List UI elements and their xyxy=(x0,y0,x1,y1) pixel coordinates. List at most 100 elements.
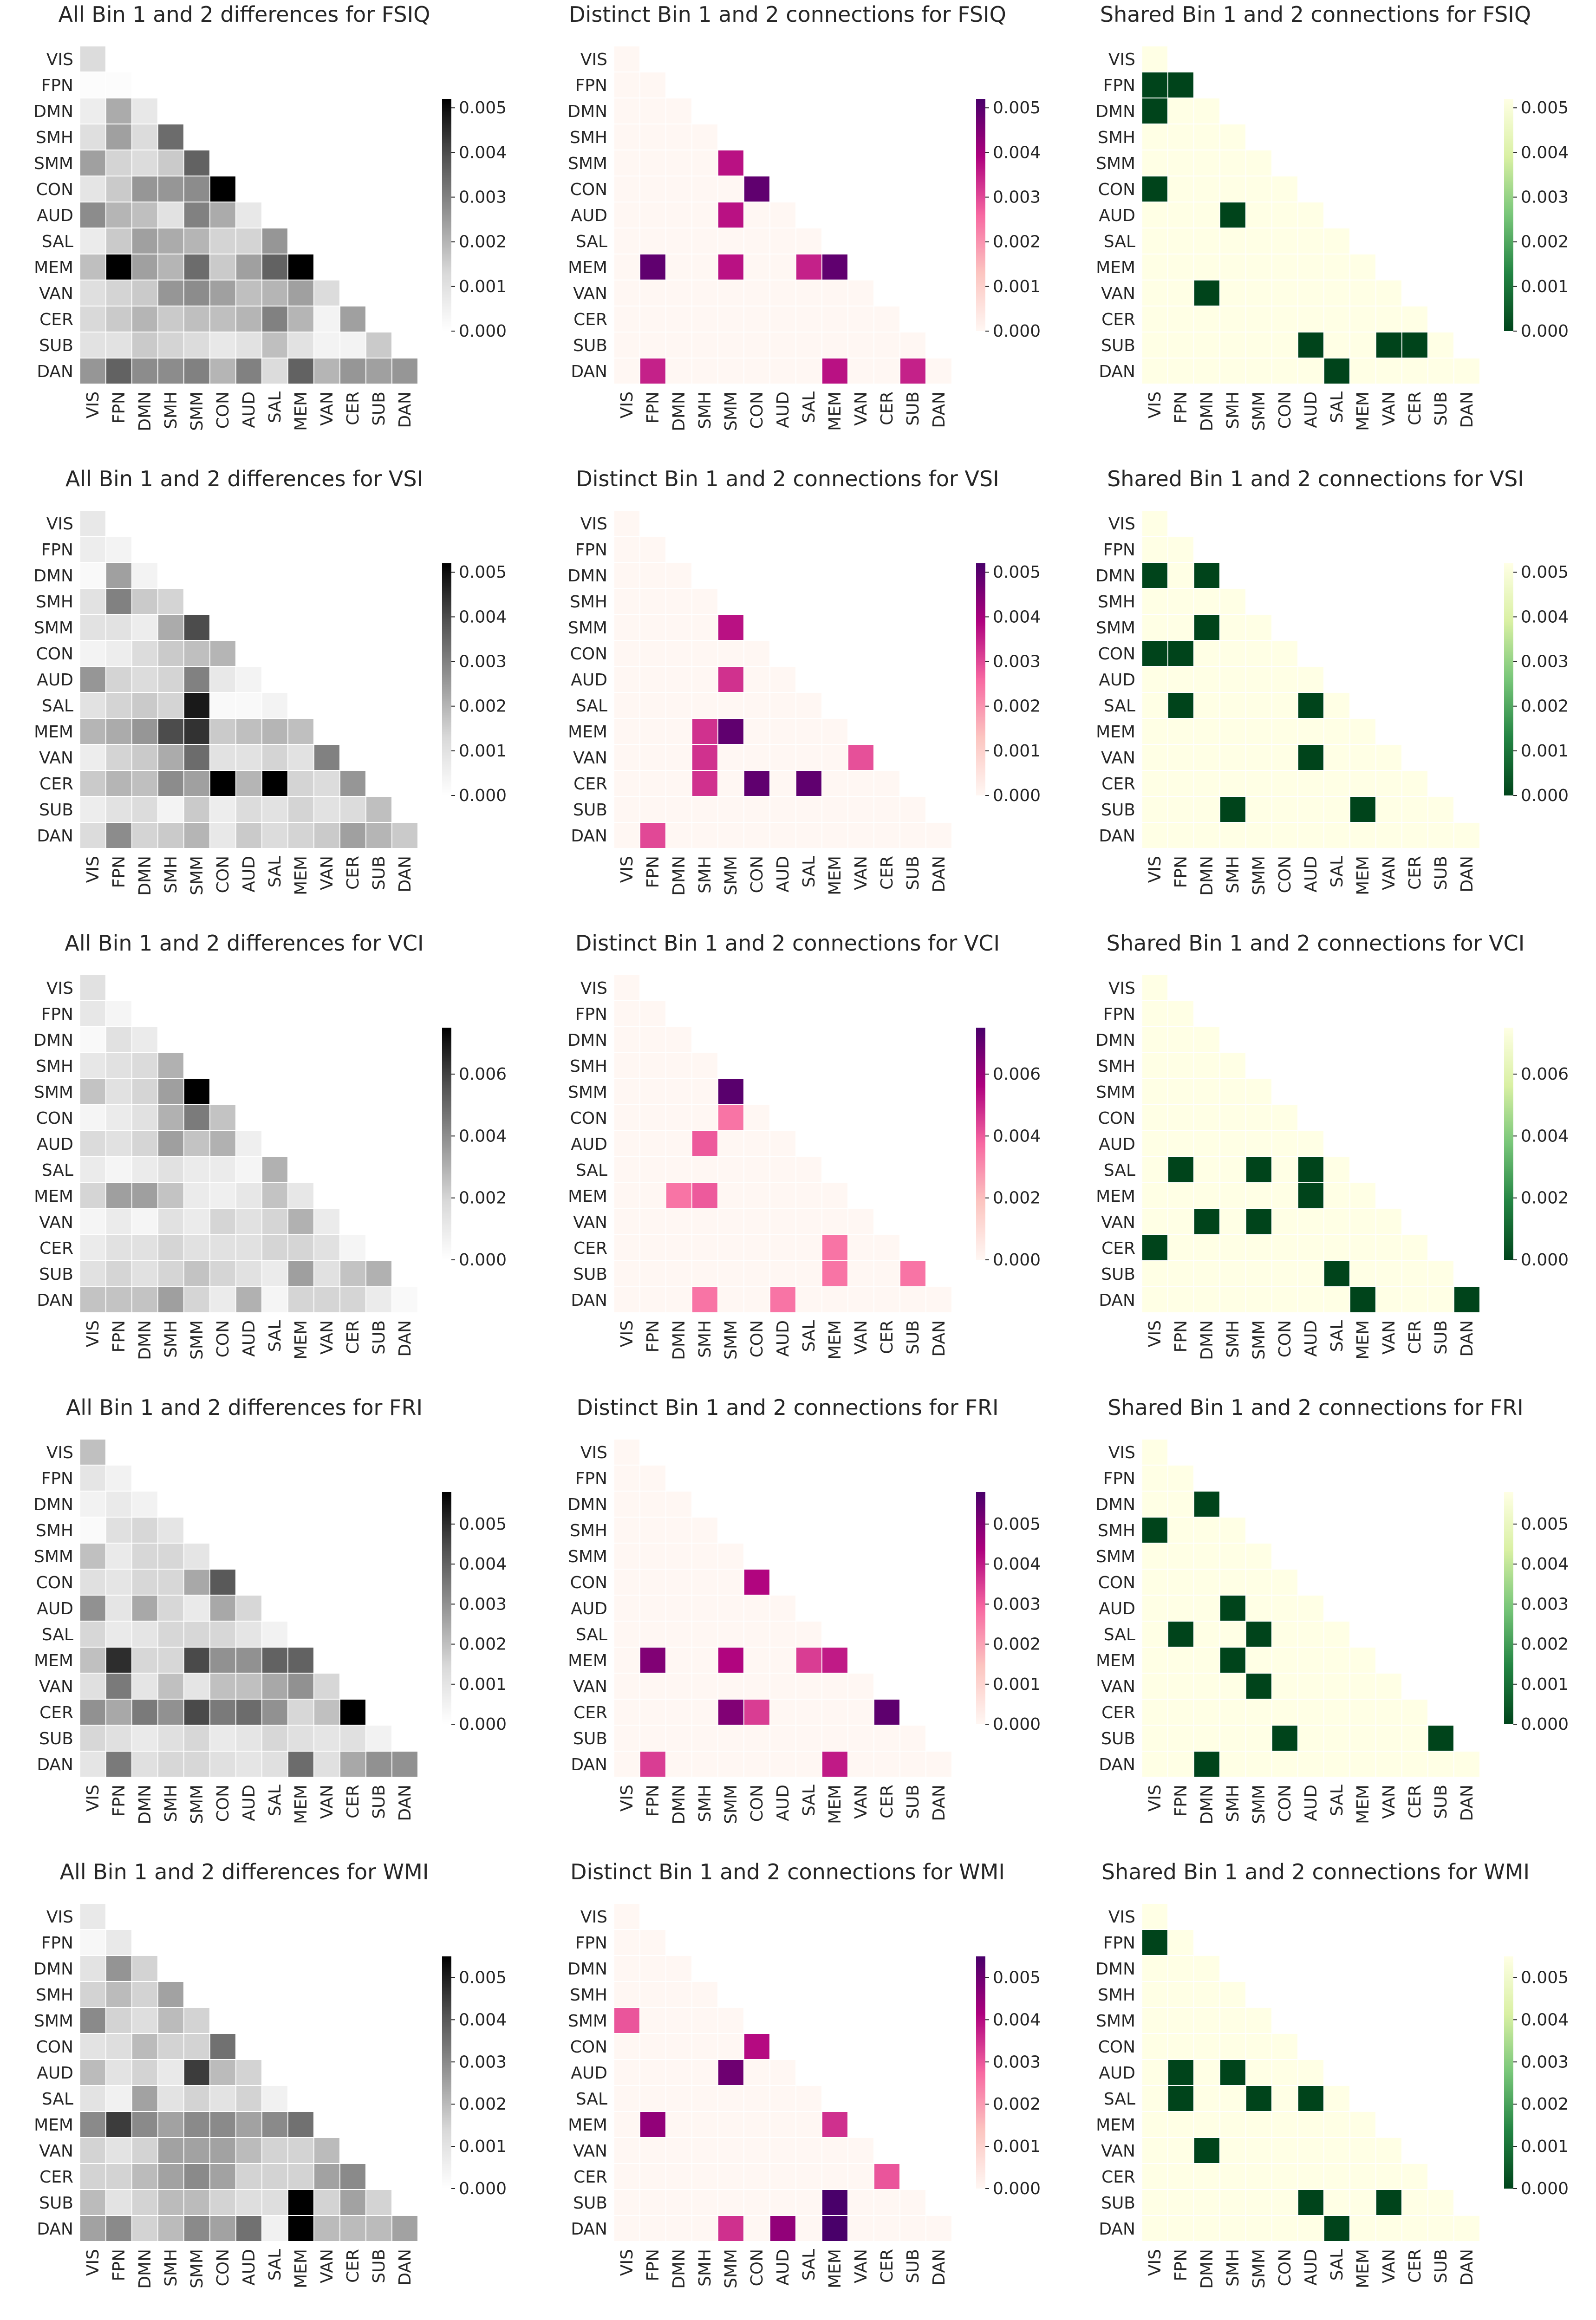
heatmap-cell xyxy=(821,358,848,384)
heatmap-cell xyxy=(261,1751,288,1778)
heatmap-cell xyxy=(1427,796,1454,823)
col-tick-label: VIS xyxy=(618,1320,637,1347)
col-tick-label: CER xyxy=(878,391,897,425)
col-tick-label: SAL xyxy=(1328,391,1347,423)
heatmap-cell xyxy=(1245,1673,1272,1700)
heatmap-cell xyxy=(209,2137,236,2164)
row-tick-label: DAN xyxy=(571,2220,607,2239)
heatmap-cell xyxy=(287,2215,314,2242)
heatmap-cell xyxy=(613,974,640,1001)
heatmap-cell xyxy=(691,1078,718,1105)
heatmap-cell xyxy=(1193,150,1220,176)
colorbar-tick-label: 0.003 xyxy=(459,188,507,207)
heatmap-cell xyxy=(1167,1208,1194,1235)
heatmap-cell xyxy=(613,280,640,306)
heatmap-cell xyxy=(1297,306,1324,332)
row-tick-label: AUD xyxy=(571,206,607,225)
row-tick-label: VIS xyxy=(1108,979,1135,998)
colorbar-tick-label: 0.000 xyxy=(993,1715,1041,1734)
heatmap-cell xyxy=(287,358,314,384)
row-tick-label: VIS xyxy=(1108,515,1135,534)
heatmap-cell xyxy=(769,666,796,693)
heatmap-cell xyxy=(1323,2189,1350,2216)
heatmap-cell xyxy=(183,2189,210,2216)
heatmap-cell xyxy=(1297,228,1324,254)
heatmap-cell xyxy=(769,1751,796,1778)
row-tick-label: DAN xyxy=(1099,2220,1135,2239)
heatmap-cell xyxy=(157,1647,184,1674)
heatmap-cell xyxy=(743,1104,770,1131)
col-tick-label: DAN xyxy=(930,1320,949,1357)
heatmap-cell xyxy=(1167,254,1194,280)
col-tick-label: MEM xyxy=(292,2249,311,2288)
heatmap-cell xyxy=(795,2137,822,2164)
heatmap-cell xyxy=(1271,1595,1298,1622)
heatmap-cell xyxy=(743,666,770,693)
heatmap-cell xyxy=(1245,280,1272,306)
heatmap-cell xyxy=(287,1673,314,1700)
heatmap-cell xyxy=(795,718,822,745)
heatmap-cell xyxy=(743,1182,770,1209)
heatmap-cell xyxy=(79,72,106,98)
heatmap-cell xyxy=(665,358,692,384)
heatmap-cell xyxy=(1245,770,1272,797)
heatmap-cell xyxy=(79,1569,106,1596)
heatmap-cell xyxy=(847,744,874,771)
heatmap-cell xyxy=(105,124,132,150)
heatmap-cell xyxy=(235,1673,262,1700)
heatmap-cell xyxy=(313,1234,340,1261)
col-tick-label: CER xyxy=(878,856,897,890)
heatmap-cell xyxy=(717,692,744,719)
heatmap-cell xyxy=(183,228,210,254)
colorbar xyxy=(976,1956,985,2189)
row-tick-label: FPN xyxy=(41,541,73,560)
colorbar xyxy=(976,99,985,331)
heatmap-cell xyxy=(1297,1621,1324,1648)
heatmap-cell xyxy=(339,1699,366,1726)
heatmap-cell xyxy=(717,744,744,771)
heatmap-cell xyxy=(1167,358,1194,384)
heatmap-cell xyxy=(1141,228,1168,254)
heatmap-cell xyxy=(1219,1104,1246,1131)
heatmap-cell xyxy=(665,202,692,228)
heatmap-cell xyxy=(613,1465,640,1492)
colorbar-tick-label: 0.005 xyxy=(459,1968,507,1987)
heatmap-cell xyxy=(1245,2007,1272,2034)
col-tick-label: CON xyxy=(748,1320,767,1357)
heatmap-cell xyxy=(79,1955,106,1982)
heatmap-cell xyxy=(1141,150,1168,176)
heatmap-cell xyxy=(1141,2189,1168,2216)
heatmap-cell xyxy=(795,692,822,719)
heatmap-cell xyxy=(1141,1026,1168,1053)
col-tick-label: SUB xyxy=(370,2249,389,2283)
heatmap-cell xyxy=(235,1286,262,1313)
row-tick-label: CER xyxy=(1101,2168,1135,2187)
heatmap-cell xyxy=(105,1673,132,1700)
heatmap-cell xyxy=(183,2215,210,2242)
heatmap-cell xyxy=(157,1621,184,1648)
heatmap-cell xyxy=(1297,358,1324,384)
heatmap-cell xyxy=(613,2189,640,2216)
heatmap-cell xyxy=(1245,2215,1272,2242)
heatmap-cell xyxy=(1167,1286,1194,1313)
heatmap-cell xyxy=(1271,2111,1298,2138)
heatmap-cell xyxy=(157,692,184,719)
heatmap-cell xyxy=(743,744,770,771)
row-tick-label: SAL xyxy=(42,697,73,716)
row-tick-label: DAN xyxy=(571,1755,607,1774)
heatmap-cell xyxy=(287,1234,314,1261)
row-tick-label: SMH xyxy=(570,593,607,612)
row-tick-label: SMM xyxy=(568,1083,607,1102)
heatmap-cell xyxy=(1271,1182,1298,1209)
heatmap-cell xyxy=(235,202,262,228)
heatmap-cell xyxy=(613,124,640,150)
heatmap-cell xyxy=(209,744,236,771)
row-tick-label: SMH xyxy=(570,1521,607,1540)
heatmap-cell xyxy=(183,2007,210,2034)
heatmap-cell xyxy=(1375,1234,1402,1261)
heatmap-cell xyxy=(1219,614,1246,641)
heatmap-cell xyxy=(131,1751,158,1778)
heatmap-cell xyxy=(183,2033,210,2060)
heatmap-cell xyxy=(105,536,132,563)
heatmap-cell xyxy=(183,1104,210,1131)
